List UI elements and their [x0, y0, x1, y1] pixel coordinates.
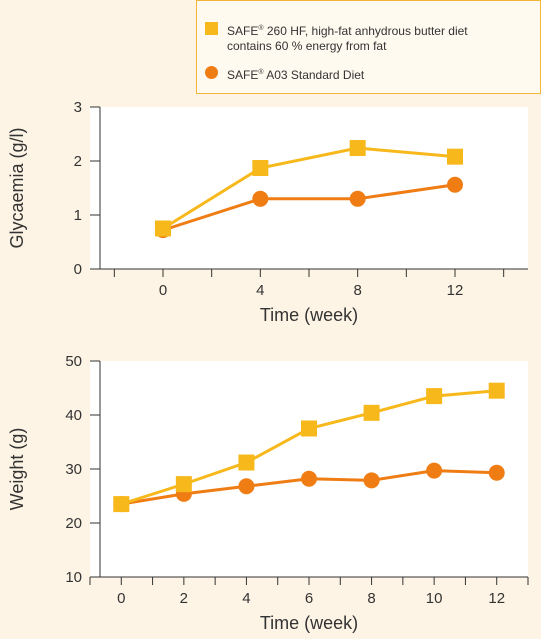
data-point-standard-diet	[447, 176, 463, 193]
x-tick-label: 12	[488, 590, 505, 607]
y-tick-label: 20	[65, 515, 82, 532]
data-point-standard-diet	[238, 478, 255, 495]
y-tick-label: 3	[74, 99, 82, 116]
x-tick-label: 0	[159, 282, 167, 299]
data-point-hf-diet	[175, 476, 192, 493]
y-tick-label: 0	[74, 261, 82, 278]
y-axis-title: Weight (g)	[7, 428, 27, 511]
y-tick-label: 40	[65, 407, 82, 424]
legend-item-standard-diet: SAFE® A03 Standard Diet	[205, 65, 364, 83]
x-tick-label: 0	[117, 590, 125, 607]
data-point-hf-diet	[447, 148, 463, 165]
x-axis-title: Time (week)	[260, 305, 358, 325]
data-point-hf-diet	[349, 140, 366, 157]
data-point-standard-diet	[426, 462, 443, 479]
x-tick-label: 6	[305, 590, 313, 607]
legend-label-standard-diet: SAFE® A03 Standard Diet	[227, 68, 365, 82]
legend: SAFE® 260 HF, high-fat anhydrous butter …	[196, 0, 541, 94]
data-point-standard-diet	[363, 472, 380, 489]
series-line-hf-diet	[162, 146, 456, 230]
y-tick-label: 10	[65, 569, 82, 586]
data-point-standard-diet	[488, 464, 505, 481]
x-tick-label: 10	[426, 590, 443, 607]
series-line-standard-diet	[162, 183, 456, 232]
legend-item-hf-diet: SAFE® 260 HF, high-fat anhydrous butter …	[205, 21, 468, 54]
x-tick-label: 12	[447, 282, 464, 299]
x-tick-label: 4	[242, 590, 250, 607]
data-point-hf-diet	[363, 404, 380, 421]
data-point-hf-diet	[426, 388, 443, 405]
y-tick-label: 50	[65, 353, 82, 370]
x-tick-label: 2	[180, 590, 188, 607]
circle-marker-icon	[205, 66, 218, 79]
y-tick-label: 1	[74, 207, 82, 224]
square-marker-icon	[205, 22, 218, 35]
data-point-hf-diet	[488, 382, 505, 399]
y-tick-label: 2	[74, 153, 82, 170]
data-point-standard-diet	[301, 470, 317, 487]
data-point-hf-diet	[238, 454, 255, 471]
data-point-standard-diet	[349, 190, 366, 207]
legend-label-hf-diet: SAFE® 260 HF, high-fat anhydrous butter …	[227, 24, 468, 53]
x-tick-label: 8	[353, 282, 361, 299]
x-tick-label: 4	[256, 282, 264, 299]
x-tick-label: 8	[367, 590, 375, 607]
data-point-standard-diet	[252, 190, 269, 207]
x-axis-title: Time (week)	[260, 613, 358, 633]
plot-area-2	[90, 361, 528, 577]
data-point-hf-diet	[155, 220, 171, 237]
y-tick-label: 30	[65, 461, 82, 478]
data-point-hf-diet	[252, 160, 269, 177]
data-point-hf-diet	[113, 496, 130, 513]
data-point-hf-diet	[301, 420, 317, 437]
y-axis-title: Glycaemia (g/l)	[7, 127, 27, 248]
